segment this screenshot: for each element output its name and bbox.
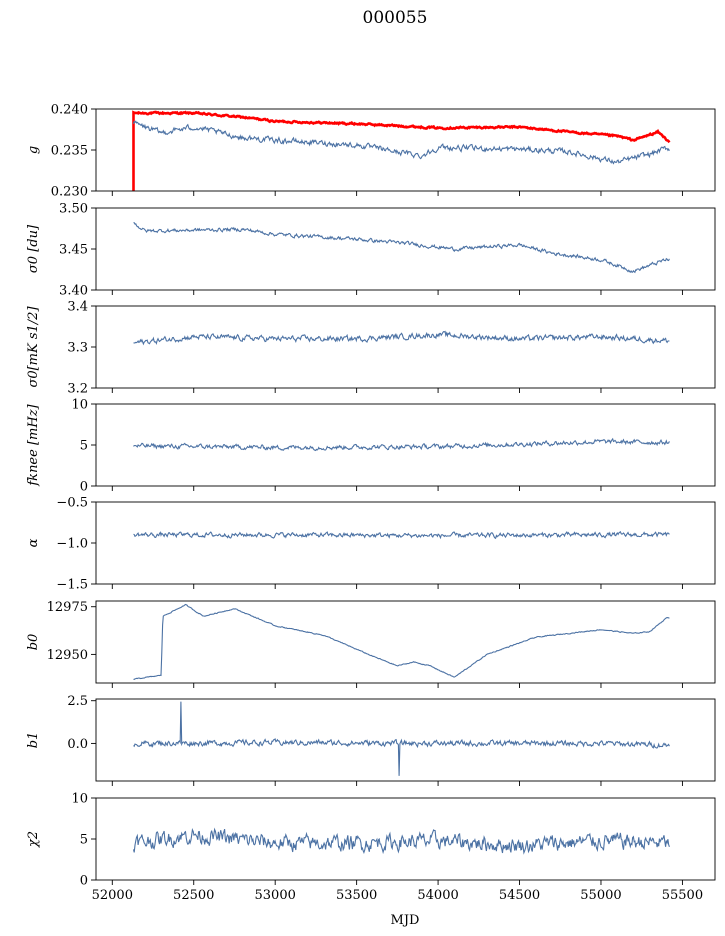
y-tick-label: 10 (71, 398, 88, 413)
y-axis-label: g (26, 146, 41, 154)
y-tick-label: 3.45 (59, 243, 88, 258)
x-tick-label: 54500 (499, 888, 540, 903)
x-tick-label: 52500 (173, 888, 214, 903)
y-tick-label: 0.240 (51, 103, 88, 118)
y-tick-label: 12975 (47, 600, 88, 615)
x-tick-label: 55000 (580, 888, 621, 903)
y-axis-label: b1 (26, 732, 41, 749)
panel-2: 3.40 3.45 3.50 σ0 [du] (26, 202, 716, 299)
series-line (132, 827, 670, 855)
chart-title: 000055 (363, 8, 428, 28)
y-tick-label: 0.230 (51, 185, 88, 200)
series-line (132, 110, 671, 191)
axes-frame (95, 207, 716, 291)
series-line (133, 701, 670, 776)
y-tick-label: −1.5 (56, 578, 88, 593)
y-tick-label: 3.2 (67, 382, 88, 397)
y-axis-label: α (26, 538, 41, 547)
x-axis-label: MJD (391, 913, 420, 928)
panel-5: −1.5 −1.0 −0.5 α (26, 496, 716, 593)
series-line (133, 530, 670, 540)
y-tick-label: 2.5 (67, 694, 88, 709)
y-tick-label: 0 (80, 874, 88, 889)
y-tick-label: 0 (80, 480, 88, 495)
panel-6: 12950 12975 b0 (26, 600, 716, 688)
y-tick-label: 3.50 (59, 202, 88, 217)
x-tick-label: 55500 (662, 888, 703, 903)
panel-4: 0 5 10 fknee [mHz] (26, 398, 716, 495)
panel-1: 0.230 0.235 0.240 g (26, 103, 716, 200)
axes-frame (95, 797, 716, 881)
y-axis-label: χ2 (26, 831, 41, 848)
panel-3: 3.2 3.3 3.4 σ0[mK s1/2] (26, 300, 716, 397)
y-tick-label: 10 (71, 792, 88, 807)
panel-8: 0 5 10 52000 52500 53000 53500 54000 54500 55000 5… (26, 792, 716, 903)
y-tick-label: 3.3 (67, 341, 88, 356)
y-tick-label: −1.0 (56, 537, 88, 552)
axes-frame (95, 108, 716, 192)
y-tick-label: 3.40 (59, 284, 88, 299)
x-tick-label: 52000 (92, 888, 133, 903)
x-tick-label: 54000 (417, 888, 458, 903)
series-line (133, 330, 670, 346)
axes-frame (95, 600, 716, 684)
y-tick-label: 5 (80, 439, 88, 454)
axes-frame (95, 501, 716, 585)
y-tick-label: 0.0 (67, 737, 88, 752)
panel-7: 0.0 2.5 b1 (26, 694, 716, 786)
y-axis-label: fknee [mHz] (26, 403, 41, 486)
axes-frame (95, 305, 716, 389)
axes-frame (95, 698, 716, 782)
y-tick-label: 0.235 (51, 144, 88, 159)
x-tick-label: 53000 (255, 888, 296, 903)
y-tick-label: 3.4 (67, 300, 88, 315)
x-tick-label: 53500 (336, 888, 377, 903)
y-axis-label: b0 (26, 634, 41, 651)
y-axis-label: σ0[mK s1/2] (26, 306, 41, 388)
y-tick-label: 12950 (47, 648, 88, 663)
series-line (133, 437, 670, 452)
y-tick-label: 5 (80, 833, 88, 848)
series-line (133, 603, 670, 680)
series-line (133, 222, 670, 274)
series-line (132, 120, 670, 165)
y-axis-label: σ0 [du] (26, 224, 41, 273)
y-tick-label: −0.5 (56, 496, 88, 511)
